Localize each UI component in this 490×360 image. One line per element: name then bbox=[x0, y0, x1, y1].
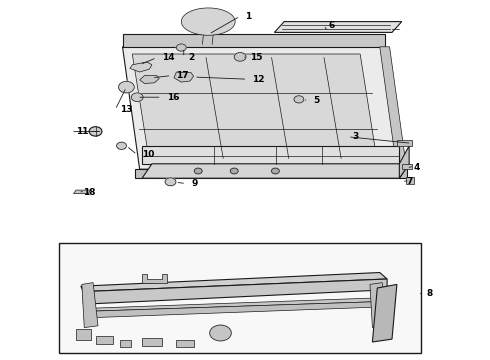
Text: 18: 18 bbox=[83, 188, 96, 197]
Polygon shape bbox=[76, 329, 91, 340]
Text: 12: 12 bbox=[252, 75, 265, 84]
Text: 1: 1 bbox=[245, 12, 251, 21]
Polygon shape bbox=[93, 298, 387, 311]
Polygon shape bbox=[96, 301, 387, 318]
Text: 8: 8 bbox=[426, 289, 433, 298]
Text: 6: 6 bbox=[328, 21, 335, 30]
Polygon shape bbox=[142, 274, 167, 283]
Polygon shape bbox=[132, 54, 377, 162]
Polygon shape bbox=[370, 283, 387, 328]
Text: 16: 16 bbox=[167, 93, 179, 102]
Circle shape bbox=[234, 53, 246, 61]
Polygon shape bbox=[140, 76, 159, 84]
Polygon shape bbox=[81, 273, 387, 292]
Text: 5: 5 bbox=[314, 96, 320, 105]
Polygon shape bbox=[399, 146, 409, 178]
Polygon shape bbox=[397, 140, 412, 146]
Text: 11: 11 bbox=[76, 127, 89, 136]
Circle shape bbox=[165, 178, 176, 186]
Circle shape bbox=[119, 81, 134, 93]
Polygon shape bbox=[406, 177, 414, 184]
Circle shape bbox=[271, 168, 279, 174]
Circle shape bbox=[210, 325, 231, 341]
Polygon shape bbox=[380, 47, 407, 169]
Text: 13: 13 bbox=[120, 105, 133, 114]
Polygon shape bbox=[74, 190, 91, 194]
Circle shape bbox=[230, 168, 238, 174]
Text: 14: 14 bbox=[162, 53, 174, 62]
Polygon shape bbox=[130, 62, 152, 72]
Polygon shape bbox=[120, 340, 131, 347]
Circle shape bbox=[89, 127, 102, 136]
Polygon shape bbox=[142, 338, 162, 346]
Polygon shape bbox=[402, 164, 412, 169]
Polygon shape bbox=[372, 284, 397, 342]
Polygon shape bbox=[83, 279, 387, 304]
Polygon shape bbox=[174, 72, 194, 82]
Polygon shape bbox=[274, 22, 402, 32]
Text: 7: 7 bbox=[407, 177, 413, 186]
Polygon shape bbox=[142, 164, 409, 178]
Bar bbox=[59, 243, 421, 353]
Polygon shape bbox=[181, 8, 235, 35]
Polygon shape bbox=[82, 283, 98, 328]
Circle shape bbox=[194, 168, 202, 174]
Text: 9: 9 bbox=[191, 179, 197, 188]
Circle shape bbox=[117, 142, 126, 149]
Circle shape bbox=[294, 96, 304, 103]
Text: 15: 15 bbox=[250, 53, 263, 62]
Polygon shape bbox=[122, 47, 402, 169]
Polygon shape bbox=[122, 34, 385, 47]
Polygon shape bbox=[135, 169, 407, 178]
Polygon shape bbox=[176, 340, 194, 347]
Polygon shape bbox=[142, 146, 399, 164]
Text: 10: 10 bbox=[142, 150, 154, 159]
Text: 17: 17 bbox=[176, 71, 189, 80]
Circle shape bbox=[131, 93, 143, 102]
Text: 3: 3 bbox=[353, 132, 359, 141]
Circle shape bbox=[176, 44, 186, 51]
Text: 4: 4 bbox=[414, 163, 420, 172]
Polygon shape bbox=[96, 336, 113, 344]
Text: 2: 2 bbox=[189, 53, 195, 62]
